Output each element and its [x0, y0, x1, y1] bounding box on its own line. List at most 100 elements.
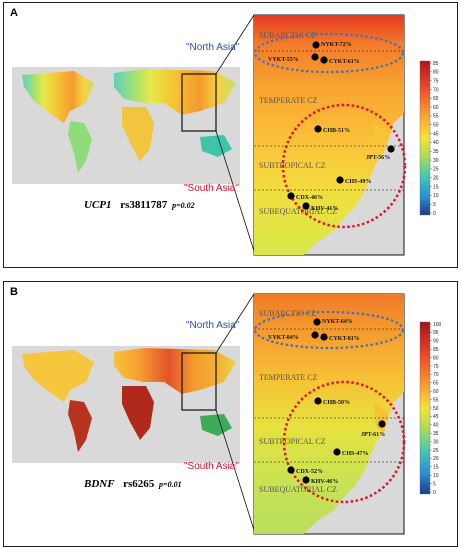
point-vykt	[311, 331, 319, 339]
south-asia-label: "South Asia"	[184, 183, 239, 194]
legend-tick-label: 50	[433, 406, 439, 412]
legend-tick-label: 25	[433, 167, 439, 173]
legend-tick-label: 25	[433, 448, 439, 454]
snp-id: rs3811787	[120, 199, 168, 211]
color-legend-bar	[419, 60, 431, 216]
legend-tick-label: 100	[433, 322, 442, 328]
world-map-zoom-box	[181, 352, 217, 411]
zone-label: SUBEQUATORIAL CZ	[259, 485, 337, 494]
legend-tick-label: 70	[433, 87, 439, 93]
point-label: CYKT-61%	[329, 59, 360, 65]
point-label: JPT-56%	[366, 155, 390, 161]
zone-label: TEMPERATE CZ	[259, 373, 318, 382]
japan-land	[374, 123, 388, 153]
legend-tick-label: 35	[433, 149, 439, 155]
point-label: VYKT-55%	[268, 57, 299, 63]
color-legend-bar	[419, 321, 431, 495]
zoom-connector-top	[215, 14, 255, 75]
point-label: NYKT-72%	[321, 42, 352, 48]
legend-tick-label: 90	[433, 339, 439, 345]
world-map-land	[22, 69, 236, 173]
legend-tick-label: 75	[433, 364, 439, 370]
legend-tick-label: 20	[433, 176, 439, 182]
panel-label: B	[10, 286, 18, 298]
panel-a: A	[3, 2, 458, 268]
legend-tick-label: 65	[433, 96, 439, 102]
north-asia-label: "North Asia"	[186, 42, 240, 53]
legend-tick-label: 80	[433, 70, 439, 76]
point-label: CHB-51%	[323, 128, 350, 134]
point-label: CHB-50%	[323, 400, 350, 406]
point-label: VYKT-84%	[268, 335, 299, 341]
point-label: CHS-49%	[345, 179, 371, 185]
panel-label: A	[10, 7, 18, 19]
point-label: CHS-47%	[342, 451, 368, 457]
point-cykt	[320, 56, 328, 64]
legend-tick-label: 30	[433, 439, 439, 445]
legend-tick-label: 50	[433, 123, 439, 129]
point-chb	[314, 125, 322, 133]
color-legend-ticks: 1009590858075706560555045403530252015105…	[430, 322, 442, 496]
gene-name: BDNF	[84, 478, 115, 490]
legend-tick-label: 75	[433, 78, 439, 84]
panel-b-figure: SUBARCTIC CZ TEMPERATE CZ SUBTROPICAL CZ…	[12, 293, 442, 535]
legend-tick-label: 60	[433, 105, 439, 111]
point-label: KHV-41%	[311, 206, 338, 212]
point-chs	[333, 448, 341, 456]
legend-tick-label: 5	[433, 481, 436, 487]
legend-tick-label: 20	[433, 456, 439, 462]
legend-tick-label: 60	[433, 389, 439, 395]
point-cdx	[287, 466, 295, 474]
panel-a-caption: UCP1 rs3811787 p=0.02	[84, 199, 195, 211]
north-asia-circle	[253, 32, 405, 74]
zone-label: SUBARCTIC CZ	[259, 309, 316, 318]
legend-tick-label: 10	[433, 193, 439, 199]
legend-tick-label: 80	[433, 355, 439, 361]
point-nykt	[312, 41, 320, 49]
zoom-connector-bottom	[215, 409, 255, 531]
legend-tick-label: 70	[433, 372, 439, 378]
point-cdx	[287, 192, 295, 200]
legend-tick-label: 65	[433, 381, 439, 387]
legend-tick-label: 45	[433, 414, 439, 420]
gene-name: UCP1	[84, 199, 112, 211]
legend-tick-label: 55	[433, 114, 439, 120]
zoom-connector-top	[215, 293, 255, 354]
population-points: NYKT-72% VYKT-55% CYKT-61% CHB-51% JPT-5…	[268, 41, 395, 212]
north-asia-label: "North Asia"	[186, 320, 240, 331]
point-khv	[302, 202, 310, 210]
north-asia-circle	[253, 310, 405, 350]
legend-tick-label: 15	[433, 184, 439, 190]
zone-label: SUBTROPICAL CZ	[259, 437, 326, 446]
south-asia-circle	[282, 380, 406, 504]
point-label: CYKT-81%	[329, 336, 360, 342]
world-map-zoom-box	[181, 73, 217, 132]
point-nykt	[313, 318, 321, 326]
point-cykt	[320, 333, 328, 341]
legend-tick-label: 45	[433, 131, 439, 137]
point-label: JPT-61%	[361, 432, 385, 438]
point-label: NYKT-64%	[322, 319, 353, 325]
point-vykt	[311, 53, 319, 61]
panel-b-caption: BDNF rs6265 p=0.01	[84, 478, 182, 490]
zone-label: TEMPERATE CZ	[259, 96, 318, 105]
legend-tick-label: 85	[433, 61, 439, 67]
zone-label: SUBTROPICAL CZ	[259, 161, 326, 170]
point-label: CDX-52%	[296, 469, 323, 475]
point-jpt	[387, 145, 395, 153]
zone-label: SUBEQUATORIAL CZ	[259, 207, 337, 216]
south-asia-circle	[281, 103, 407, 229]
p-value: p=0.02	[172, 201, 195, 210]
snp-id: rs6265	[123, 478, 155, 490]
world-map-land	[22, 348, 236, 452]
zoom-connector-bottom	[215, 130, 255, 252]
p-value: p=0.01	[159, 480, 182, 489]
point-label: CDX-46%	[296, 195, 323, 201]
legend-tick-label: 40	[433, 140, 439, 146]
asia-map-land	[254, 294, 404, 534]
legend-tick-label: 35	[433, 431, 439, 437]
legend-tick-label: 85	[433, 347, 439, 353]
legend-tick-label: 40	[433, 423, 439, 429]
south-asia-label: "South Asia"	[184, 461, 239, 472]
